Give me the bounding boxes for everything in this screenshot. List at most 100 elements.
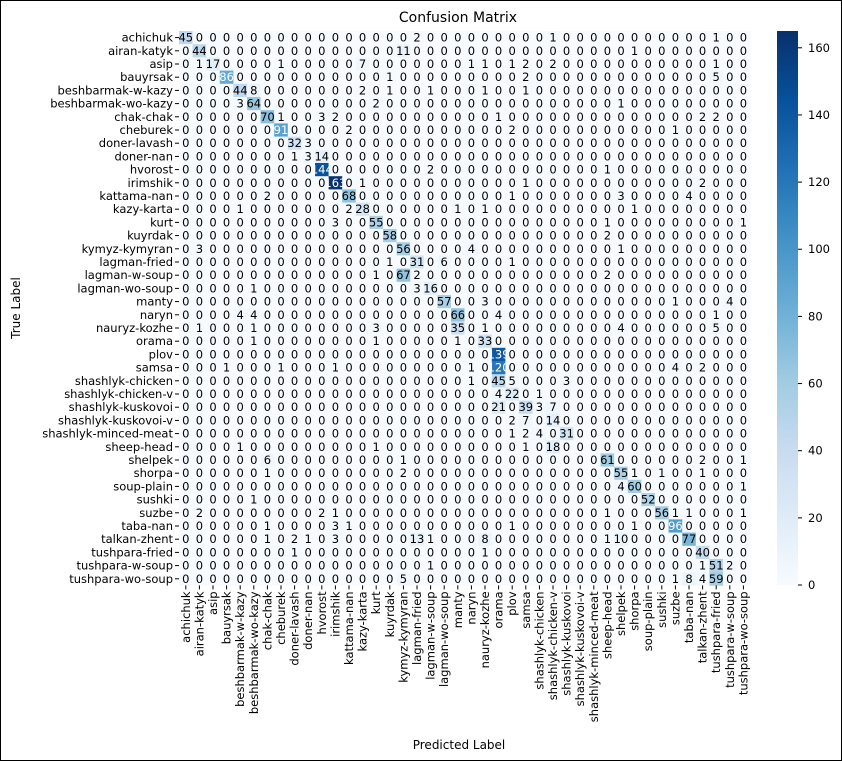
heatmap-cell bbox=[695, 31, 710, 45]
cell-value-label: 1 bbox=[617, 97, 624, 111]
heatmap-cell bbox=[587, 136, 601, 151]
cell-value-label: 0 bbox=[563, 57, 570, 71]
heatmap-cell bbox=[491, 215, 506, 230]
heatmap-cell bbox=[682, 215, 697, 230]
cell-value-label: 0 bbox=[713, 493, 720, 507]
heatmap-cell bbox=[519, 149, 533, 164]
heatmap-cell bbox=[410, 229, 425, 243]
cell-value-label: 0 bbox=[522, 334, 529, 348]
cell-value-label: 0 bbox=[182, 295, 189, 309]
cell-value-label: 0 bbox=[264, 83, 271, 97]
heatmap-cell bbox=[315, 31, 329, 45]
y-tick-label: shashlyk-chicken-v bbox=[64, 387, 173, 401]
x-tick-label: shashlyk-kuskovoi-v bbox=[573, 591, 587, 706]
cell-value-label: 1 bbox=[549, 31, 556, 45]
heatmap-cell bbox=[287, 31, 302, 45]
heatmap-cell bbox=[342, 202, 357, 217]
heatmap-cell bbox=[451, 163, 465, 177]
cell-value-label: 0 bbox=[359, 347, 366, 361]
cell-value-label: 1 bbox=[522, 83, 529, 97]
cell-value-label: 0 bbox=[549, 110, 556, 124]
heatmap-cell bbox=[600, 44, 615, 58]
heatmap-cell bbox=[437, 70, 452, 85]
cell-value-label: 0 bbox=[277, 387, 284, 401]
cell-value-label: 0 bbox=[345, 532, 352, 546]
cell-value-label: 0 bbox=[196, 413, 203, 427]
cell-value-label: 0 bbox=[454, 479, 461, 493]
cell-value-label: 0 bbox=[182, 176, 189, 190]
cell-value-label: 0 bbox=[318, 572, 325, 586]
heatmap-cell bbox=[519, 110, 533, 124]
cell-value-label: 0 bbox=[264, 268, 271, 282]
heatmap-cell bbox=[723, 110, 737, 124]
cell-value-label: 0 bbox=[400, 506, 407, 520]
cell-value-label: 1 bbox=[713, 31, 720, 45]
cell-value-label: 0 bbox=[223, 506, 230, 520]
heatmap-cell bbox=[301, 31, 316, 45]
heatmap-cell bbox=[655, 229, 669, 243]
cell-value-label: 0 bbox=[400, 281, 407, 295]
heatmap-cell bbox=[342, 123, 357, 137]
cell-value-label: 0 bbox=[536, 453, 543, 467]
heatmap-cell bbox=[519, 83, 533, 98]
heatmap-cell bbox=[219, 215, 234, 230]
x-tick-label: samsa bbox=[519, 591, 533, 628]
cell-value-label: 1 bbox=[454, 202, 461, 216]
cell-value-label: 0 bbox=[318, 308, 325, 322]
heatmap-cell bbox=[546, 202, 561, 217]
heatmap-cell bbox=[600, 163, 615, 177]
cell-value-label: 0 bbox=[509, 506, 516, 520]
x-tick-label: shorpa bbox=[628, 591, 642, 630]
heatmap-cell bbox=[355, 97, 370, 111]
cell-value-label: 0 bbox=[413, 202, 420, 216]
cell-value-label: 0 bbox=[291, 110, 298, 124]
cell-value-label: 1 bbox=[522, 440, 529, 454]
heatmap-cell bbox=[668, 31, 683, 45]
heatmap-cell bbox=[437, 110, 452, 124]
cell-value-label: 0 bbox=[590, 532, 597, 546]
cell-value-label: 0 bbox=[305, 83, 312, 97]
cell-value-label: 0 bbox=[250, 506, 257, 520]
heatmap-cell bbox=[709, 44, 724, 58]
cell-value-label: 0 bbox=[359, 321, 366, 335]
cell-value-label: 0 bbox=[291, 57, 298, 71]
heatmap-cell bbox=[614, 70, 629, 85]
cell-value-label: 1 bbox=[427, 532, 434, 546]
cell-value-label: 0 bbox=[359, 479, 366, 493]
heatmap-cell bbox=[301, 189, 316, 203]
cell-value-label: 0 bbox=[318, 427, 325, 441]
heatmap-cell bbox=[247, 176, 261, 190]
cell-value-label: 1 bbox=[685, 506, 692, 520]
heatmap-cell bbox=[600, 229, 615, 243]
cell-value-label: 0 bbox=[223, 176, 230, 190]
heatmap-cell bbox=[301, 97, 316, 111]
y-tick-label: manty bbox=[136, 295, 173, 309]
cell-value-label: 0 bbox=[481, 493, 488, 507]
cell-value-label: 0 bbox=[373, 532, 380, 546]
heatmap-cell bbox=[301, 57, 316, 71]
cell-value-label: 0 bbox=[631, 506, 638, 520]
heatmap-cell bbox=[451, 189, 465, 203]
cell-value-label: 0 bbox=[413, 321, 420, 335]
cell-value-label: 0 bbox=[345, 308, 352, 322]
heatmap-cell bbox=[437, 176, 452, 190]
cell-value-label: 0 bbox=[359, 215, 366, 229]
heatmap-cell bbox=[287, 149, 302, 164]
heatmap-cell bbox=[587, 31, 601, 45]
cell-value-label: 0 bbox=[400, 163, 407, 177]
cell-value-label: 0 bbox=[196, 440, 203, 454]
cell-value-label: 0 bbox=[536, 57, 543, 71]
cell-value-label: 0 bbox=[495, 176, 502, 190]
heatmap-cell bbox=[369, 110, 384, 124]
cell-value-label: 0 bbox=[672, 163, 679, 177]
cell-value-label: 0 bbox=[196, 202, 203, 216]
cell-value-label: 0 bbox=[277, 229, 284, 243]
cell-value-label: 2 bbox=[413, 31, 420, 45]
cell-value-label: 0 bbox=[577, 215, 584, 229]
cell-value-label: 0 bbox=[522, 572, 529, 586]
cell-value-label: 0 bbox=[645, 413, 652, 427]
cell-value-label: 0 bbox=[386, 387, 393, 401]
cell-value-label: 0 bbox=[481, 255, 488, 269]
cell-value-label: 0 bbox=[577, 176, 584, 190]
heatmap-cell bbox=[369, 44, 384, 58]
